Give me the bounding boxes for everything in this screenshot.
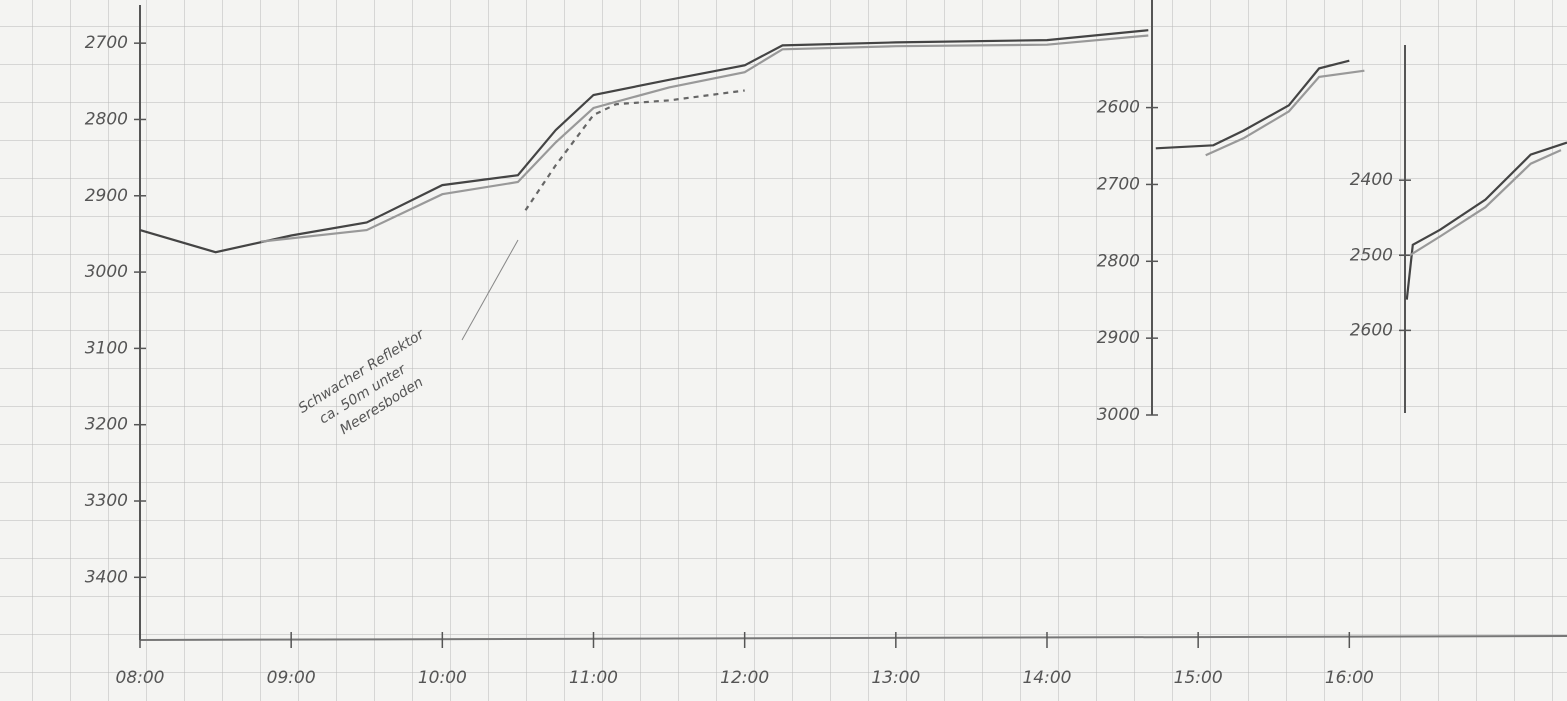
- x-tick-label: 09:00: [267, 668, 316, 688]
- x-axis: [139, 635, 1567, 641]
- y-tick-label: 2700: [85, 33, 128, 53]
- y-tick-label: 3400: [85, 567, 128, 587]
- y-tick-label: 2500: [1350, 245, 1393, 265]
- data-line: [1155, 59, 1350, 150]
- y-tick-label: 3200: [85, 415, 128, 435]
- annotation-arrow: [461, 239, 519, 341]
- x-tick-label: 13:00: [871, 668, 920, 688]
- y-tick-label: 2600: [1350, 320, 1393, 340]
- x-tick-label: 15:00: [1174, 668, 1223, 688]
- y-tick-label: 3000: [85, 262, 128, 282]
- y-tick-label: 2800: [85, 109, 128, 129]
- y-tick-label: 3000: [1097, 405, 1140, 425]
- x-tick-label: 11:00: [569, 668, 618, 688]
- data-line: [139, 29, 1149, 254]
- y-tick-label: 3300: [85, 491, 128, 511]
- data-line: [1205, 69, 1365, 157]
- y-tick-label: 2800: [1097, 251, 1140, 271]
- x-tick-label: 12:00: [720, 668, 769, 688]
- x-tick-label: 14:00: [1022, 668, 1071, 688]
- y-tick-label: 3100: [85, 338, 128, 358]
- x-tick-label: 16:00: [1325, 668, 1374, 688]
- y-tick-label: 2600: [1097, 98, 1140, 118]
- x-tick-label: 08:00: [116, 668, 165, 688]
- y-tick-label: 2700: [1097, 174, 1140, 194]
- data-line: [1409, 149, 1562, 257]
- y-tick-label: 2900: [1097, 328, 1140, 348]
- y-tick-label: 2400: [1350, 170, 1393, 190]
- x-tick-label: 10:00: [418, 668, 467, 688]
- y-tick-label: 2900: [85, 186, 128, 206]
- data-line: [260, 34, 1149, 243]
